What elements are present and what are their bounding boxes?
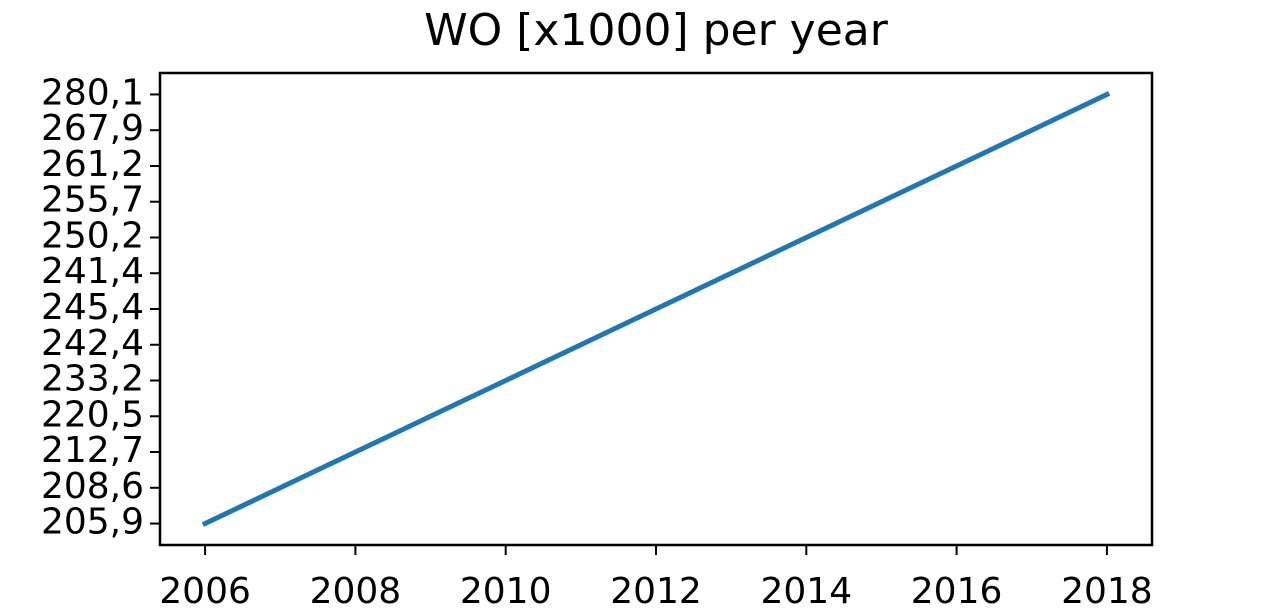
y-tick-label: 280,1	[41, 72, 144, 113]
x-tick-label: 2008	[310, 571, 402, 612]
y-tick-label: 242,4	[41, 323, 144, 364]
chart-title: WO [x1000] per year	[424, 5, 889, 56]
x-tick-label: 2014	[760, 571, 852, 612]
plot-frame	[158, 71, 1154, 547]
y-tick-label: 208,6	[41, 466, 144, 507]
x-tick-label: 2016	[911, 571, 1003, 612]
y-tick-label: 245,4	[41, 287, 144, 328]
x-tick-label: 2006	[159, 571, 251, 612]
y-tick-label: 212,7	[41, 430, 144, 471]
y-tick-label: 220,5	[41, 394, 144, 435]
y-tick-label: 255,7	[41, 180, 144, 221]
line-series	[201, 91, 1111, 527]
x-tick-label: 2012	[610, 571, 702, 612]
y-tick-label: 267,9	[41, 108, 144, 149]
y-tick-label: 261,2	[41, 144, 144, 185]
y-tick-label: 241,4	[41, 251, 144, 292]
y-tick-label: 233,2	[41, 359, 144, 400]
y-tick-label: 250,2	[41, 215, 144, 256]
x-tick-label: 2010	[460, 571, 552, 612]
y-tick-label: 205,9	[41, 502, 144, 543]
x-tick-label: 2018	[1061, 571, 1153, 612]
